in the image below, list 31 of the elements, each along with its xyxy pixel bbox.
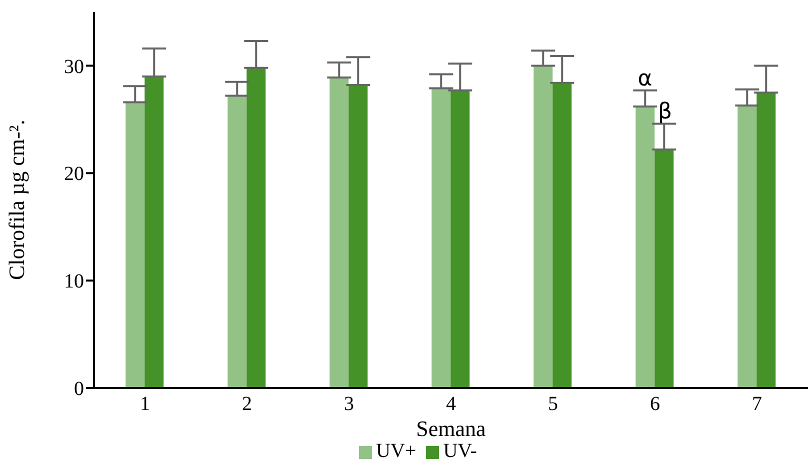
- bar: [246, 68, 266, 388]
- y-tick-label: 0: [74, 378, 84, 400]
- x-tick-label: 7: [752, 393, 762, 416]
- x-tick-label: 2: [242, 393, 252, 416]
- annotation: β: [658, 100, 672, 125]
- y-tick-label: 20: [64, 163, 84, 186]
- bar: [432, 88, 451, 388]
- bar: [450, 90, 470, 388]
- y-axis-title: Clorofila µg cm-².: [4, 120, 29, 280]
- y-tick-label: 10: [64, 270, 84, 293]
- x-tick-label: 5: [548, 393, 558, 416]
- y-tick-label: 30: [64, 56, 84, 78]
- x-tick-label: 1: [140, 393, 150, 416]
- x-tick-label: 6: [650, 393, 660, 416]
- legend-label: UV+: [376, 440, 416, 462]
- bar: [348, 85, 368, 388]
- bar: [534, 66, 553, 388]
- x-tick-label: 3: [344, 393, 354, 416]
- annotation: α: [638, 66, 652, 92]
- bar: [126, 102, 145, 388]
- bar: [738, 105, 757, 388]
- x-axis-title: Semana: [416, 416, 486, 441]
- bar: [552, 82, 572, 388]
- legend-label: UV-: [443, 440, 477, 462]
- bar: [654, 150, 674, 388]
- x-tick-label: 4: [446, 393, 456, 416]
- bar: [636, 106, 655, 388]
- bar: [330, 78, 349, 388]
- bar: [228, 96, 247, 388]
- bar: [144, 76, 164, 388]
- bar: [756, 92, 776, 388]
